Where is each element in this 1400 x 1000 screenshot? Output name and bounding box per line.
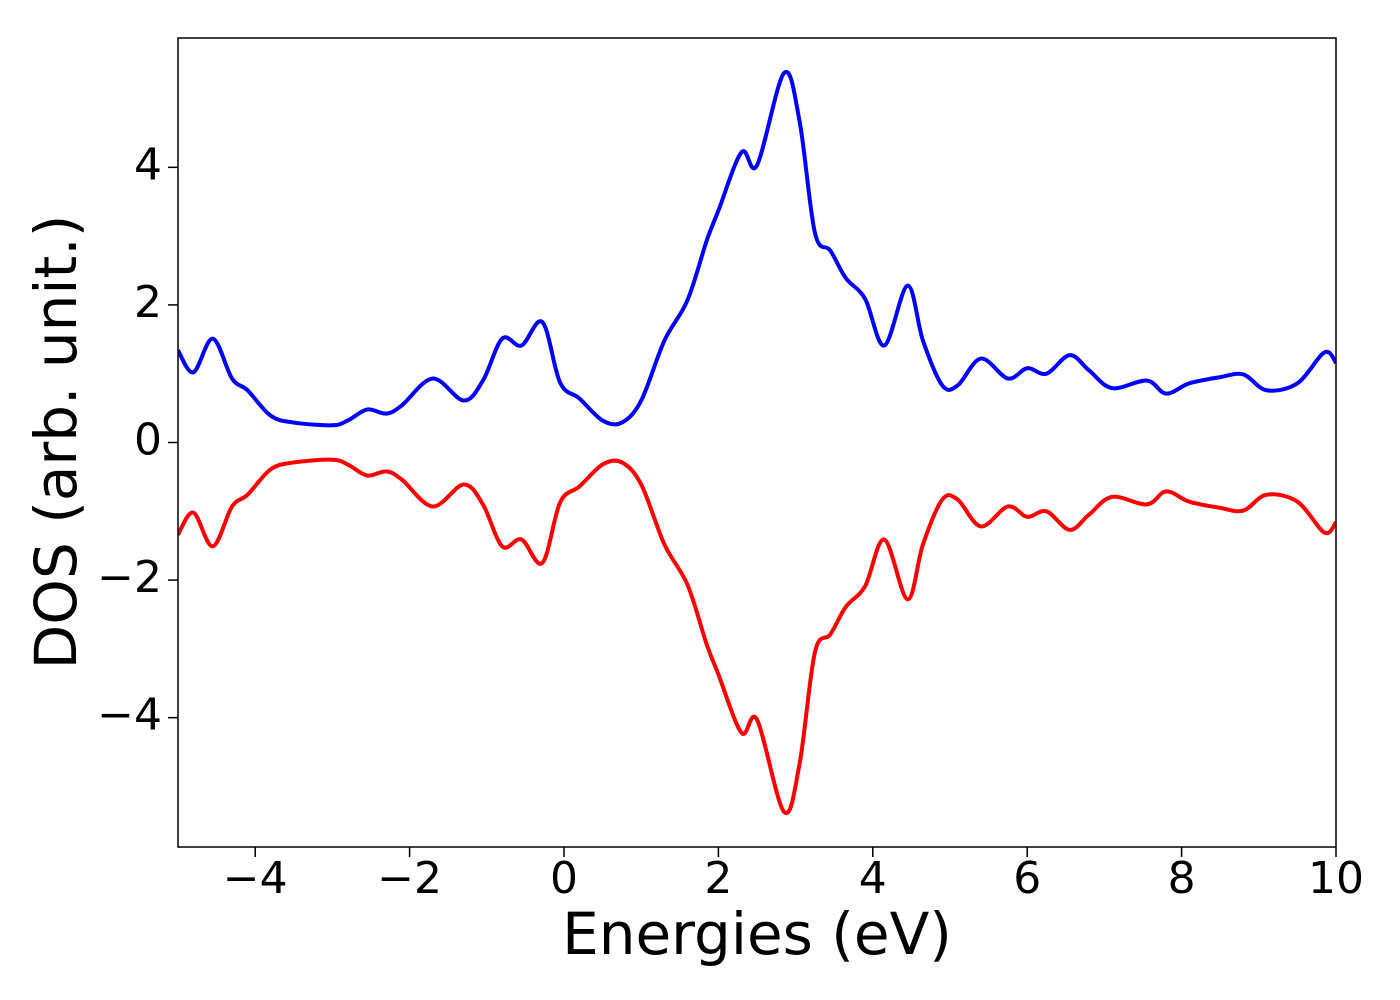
x-axis-label: Energies (eV) <box>562 900 952 968</box>
y-tick-label: 4 <box>134 139 162 190</box>
y-tick-label: −4 <box>97 690 162 741</box>
plot-frame <box>177 37 1337 848</box>
x-tick-label: 2 <box>704 853 732 904</box>
x-tick-label: 0 <box>550 853 578 904</box>
y-tick-label: 2 <box>134 277 162 328</box>
x-tick-label: 8 <box>1168 853 1196 904</box>
series-line <box>178 457 1336 816</box>
x-tick-label: −2 <box>377 853 442 904</box>
x-tick-label: 6 <box>1013 853 1041 904</box>
x-tick-label: 10 <box>1308 853 1364 904</box>
y-tick-label: 0 <box>134 415 162 466</box>
y-tick-label: −2 <box>97 552 162 603</box>
x-tick-label: −4 <box>223 853 288 904</box>
x-tick-label: 4 <box>859 853 887 904</box>
y-axis-label: DOS (arb. unit.) <box>22 215 90 670</box>
series-line <box>178 69 1336 428</box>
